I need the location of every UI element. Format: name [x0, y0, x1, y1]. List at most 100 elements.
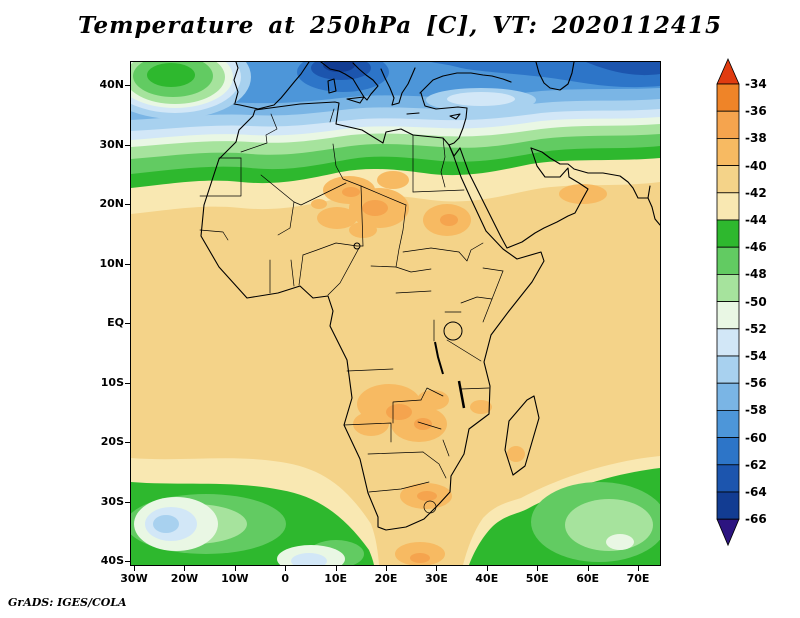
credit-text: GrADS: IGES/COLA: [8, 596, 127, 609]
colorbar-segment: [716, 437, 740, 466]
y-axis-tick-label: 20S: [100, 435, 124, 449]
x-axis-tick-label: 10W: [221, 572, 249, 585]
y-axis-tick: [125, 144, 130, 146]
colorbar-segment: [716, 219, 740, 248]
x-axis-tick-label: 70E: [626, 572, 650, 585]
portugal-coastline: [233, 62, 239, 104]
x-axis-tick-label: 60E: [576, 572, 600, 585]
y-axis-tick-label: 20N: [99, 197, 124, 211]
colorbar-arrow-down-icon: [716, 518, 740, 547]
arabia-coastline: [459, 147, 589, 249]
india-coastline: [647, 185, 651, 199]
y-axis-tick-label: 30N: [99, 137, 124, 151]
cyprus-coastline: [449, 113, 461, 120]
x-axis-tick: [587, 566, 589, 571]
caspian-coastline: [535, 62, 575, 91]
sicily-coastline: [346, 96, 365, 104]
x-axis-tick: [234, 566, 236, 571]
colorbar-segment: [716, 246, 740, 275]
black-sea-coastline: [419, 72, 512, 94]
colorbar-level-label: -48: [745, 267, 767, 282]
lake-tanganyika: [434, 341, 444, 375]
colorbar-level-label: -46: [745, 240, 767, 255]
x-axis-tick-label: 20E: [374, 572, 398, 585]
colorbar-segment: [716, 491, 740, 520]
colorbar-level-label: -34: [745, 77, 767, 91]
x-axis-tick: [436, 566, 438, 571]
colorbar-level-label: -58: [745, 403, 767, 418]
y-axis-tick: [125, 323, 130, 325]
colorbar-level-label: -38: [745, 131, 767, 146]
colorbar-level-label: -60: [745, 430, 767, 445]
colorbar: [716, 58, 740, 547]
y-axis-tick: [125, 85, 130, 87]
y-axis-tick-label: 40N: [99, 78, 124, 92]
madagascar-coastline: [504, 395, 540, 476]
colorbar-segment: [716, 301, 740, 330]
colorbar-segment: [716, 355, 740, 384]
lesotho-border: [423, 500, 437, 514]
colorbar-arrow-up-icon: [716, 58, 740, 85]
x-axis-tick-label: 20W: [170, 572, 199, 585]
lake-malawi: [457, 380, 466, 409]
colorbar-segment: [716, 165, 740, 194]
temperature-fill-bands-north: [131, 62, 660, 214]
colorbar-level-label: -56: [745, 376, 767, 391]
y-axis-tick: [125, 561, 130, 563]
map-canvas: [131, 62, 660, 565]
x-axis-tick-label: 10E: [324, 572, 348, 585]
iran-makran-india-coastline: [530, 147, 660, 226]
coastlines: [200, 62, 660, 531]
colorbar-level-label: -54: [745, 349, 767, 363]
colorbar-segment: [716, 409, 740, 438]
iberia-coastline: [233, 62, 310, 110]
x-axis-tick: [638, 566, 640, 571]
x-axis-tick: [537, 566, 539, 571]
x-axis-tick: [134, 566, 136, 571]
y-axis-tick-label: 30S: [100, 494, 124, 508]
x-axis-tick: [486, 566, 488, 571]
sinai-coastline: [448, 144, 461, 157]
crete-coastline: [406, 112, 420, 115]
colorbar-segment: [716, 273, 740, 302]
chart-title: Temperature at 250hPa [C], VT: 202011241…: [78, 12, 722, 39]
colorbar-level-label: -42: [745, 185, 767, 200]
africa-coastline: [200, 101, 545, 531]
colorbar-level-label: -64: [745, 485, 767, 499]
colorbar-level-label: -62: [745, 457, 767, 472]
x-axis-tick: [285, 566, 287, 571]
y-axis-tick: [125, 501, 130, 503]
colorbar-level-label: -50: [745, 294, 767, 309]
x-axis-tick-label: 0: [281, 572, 290, 585]
y-axis-tick: [125, 204, 130, 206]
temperature-fill-bands-south: [131, 456, 660, 565]
y-axis-tick-label: 40S: [100, 554, 124, 568]
colorbar-segment: [716, 464, 740, 493]
x-axis-tick: [335, 566, 337, 571]
balkan-greece-coastline: [380, 67, 416, 106]
turkey-levant-coastline: [420, 92, 468, 146]
y-axis-tick: [125, 442, 130, 444]
colorbar-level-label: -52: [745, 321, 767, 336]
lakes: [353, 242, 466, 409]
colorbar-level-label: -66: [745, 512, 767, 527]
colorbar-segment: [716, 328, 740, 357]
map-plot-area: [130, 61, 661, 566]
x-axis-tick-label: 30E: [425, 572, 448, 585]
colorbar-level-label: -44: [745, 213, 767, 227]
x-axis-tick-label: 30W: [120, 572, 148, 585]
x-axis-tick-label: 40E: [475, 572, 499, 585]
x-axis-tick: [184, 566, 186, 571]
country-borders: [199, 108, 504, 514]
italy-coastline: [320, 62, 379, 101]
colorbar-segment: [716, 110, 740, 139]
warm-anomaly-patches: [311, 171, 607, 565]
x-axis-tick-label: 50E: [525, 572, 549, 585]
y-axis-tick-label: 10N: [99, 256, 124, 270]
colorbar-segment: [716, 192, 740, 221]
sardinia-coastline: [327, 78, 337, 94]
lake-victoria: [443, 321, 463, 341]
north-cold-and-warm-anomalies: [131, 62, 660, 119]
colorbar-segment: [716, 138, 740, 167]
